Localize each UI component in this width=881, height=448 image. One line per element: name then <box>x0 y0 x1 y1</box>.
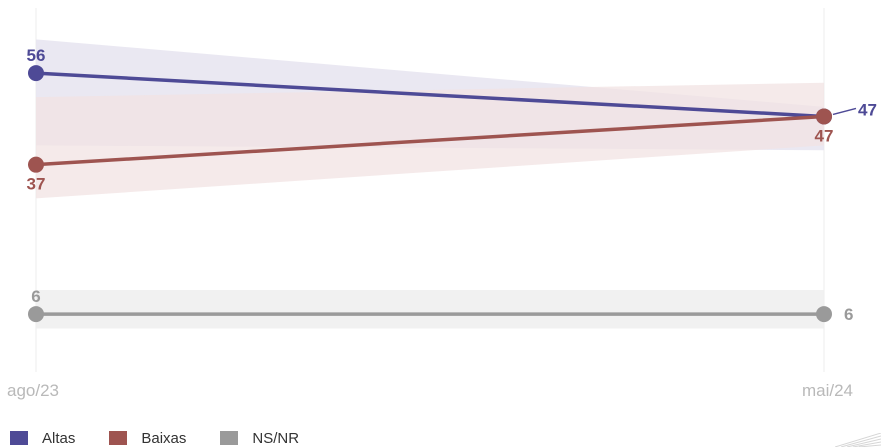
x-axis-ticks: ago/23 mai/24 <box>7 381 853 400</box>
data-label-altas-0: 56 <box>27 46 46 65</box>
band-nsnr <box>36 290 824 329</box>
data-label-baixas-1: 47 <box>815 126 834 145</box>
data-label-baixas-0: 37 <box>27 175 46 194</box>
legend-swatch-nsnr <box>220 431 238 445</box>
point-nsnr-0 <box>28 306 44 322</box>
x-tick-0: ago/23 <box>7 381 59 400</box>
data-label-nsnr-0: 6 <box>31 287 40 306</box>
data-label-nsnr-1: 6 <box>844 305 853 324</box>
corner-decoration-icon <box>835 433 881 447</box>
legend-item-baixas[interactable]: Baixas <box>109 430 186 447</box>
legend-label-altas: Altas <box>42 430 75 447</box>
legend: Altas Baixas NS/NR <box>10 428 333 448</box>
x-tick-1: mai/24 <box>802 381 853 400</box>
legend-item-nsnr[interactable]: NS/NR <box>220 430 299 447</box>
point-baixas-0 <box>28 157 44 173</box>
point-nsnr-1 <box>816 306 832 322</box>
data-label-altas-1: 47 <box>858 100 877 119</box>
legend-swatch-altas <box>10 431 28 445</box>
legend-label-baixas: Baixas <box>141 430 186 447</box>
label-leader-altas <box>833 108 856 114</box>
legend-item-altas[interactable]: Altas <box>10 430 75 447</box>
legend-label-nsnr: NS/NR <box>252 430 299 447</box>
legend-swatch-baixas <box>109 431 127 445</box>
point-altas-0 <box>28 65 44 81</box>
point-baixas-1 <box>816 108 832 124</box>
confidence-bands <box>36 39 824 328</box>
